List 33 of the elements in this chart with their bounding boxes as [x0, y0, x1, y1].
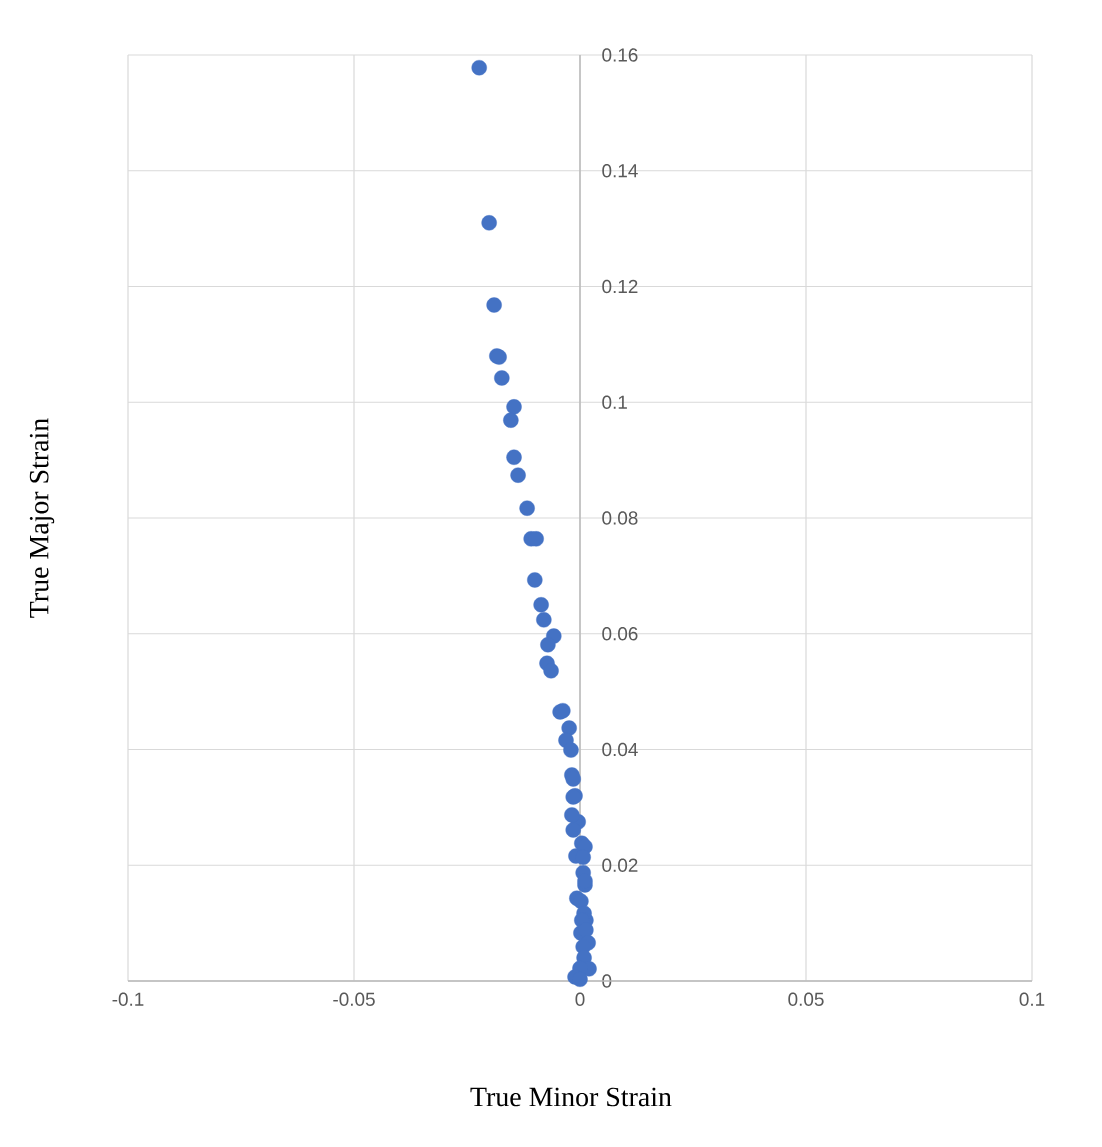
point — [506, 449, 522, 465]
point — [563, 742, 579, 758]
y-tick-label: 0.1 — [602, 395, 627, 409]
x-tick-label: -0.05 — [333, 992, 375, 1006]
point — [565, 822, 581, 838]
point — [481, 215, 497, 231]
y-tick-label: 0.14 — [602, 164, 638, 178]
point — [494, 370, 510, 386]
y-tick-label: 0.06 — [602, 627, 638, 641]
point — [519, 500, 535, 516]
point — [536, 612, 552, 628]
x-tick-label: 0.1 — [1019, 992, 1045, 1006]
x-tick-label: 0.05 — [788, 992, 824, 1006]
x-tick-label: -0.1 — [112, 992, 144, 1006]
y-tick-label: 0.16 — [602, 48, 638, 62]
y-tick-label: 0.04 — [602, 742, 638, 757]
y-axis-title: True Major Strain — [29, 418, 55, 618]
point — [533, 597, 549, 613]
point — [503, 412, 519, 428]
point — [486, 297, 502, 313]
point — [506, 399, 522, 415]
point — [564, 807, 580, 823]
x-tick-label: 0 — [575, 992, 585, 1006]
point — [471, 60, 487, 76]
y-tick-label: 0.12 — [602, 279, 638, 294]
y-tick-label: 0.02 — [602, 858, 638, 872]
point — [540, 637, 556, 653]
x-axis-title: True Minor Strain — [470, 1087, 672, 1107]
point — [510, 467, 526, 483]
y-tick-label: 0.08 — [602, 511, 638, 525]
point — [527, 572, 543, 588]
point — [543, 663, 559, 679]
y-tick-label: 0 — [602, 974, 612, 988]
